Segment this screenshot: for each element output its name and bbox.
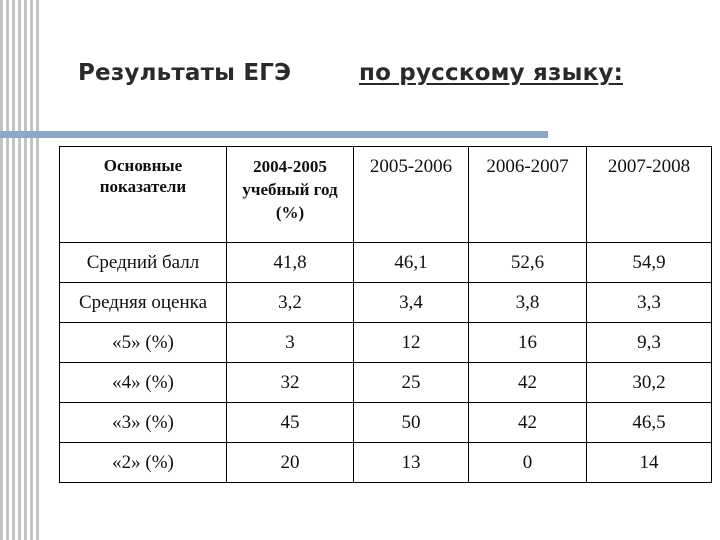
row-label: Средний балл: [59, 242, 227, 283]
row-label: «3» (%): [59, 402, 227, 443]
table-cell: 9,3: [586, 322, 712, 363]
table-row: Средняя оценка 3,2 3,4 3,8 3,3: [59, 282, 712, 323]
table-header-row: Основные показатели 2004-2005 учебный го…: [59, 146, 712, 243]
title-part-2: по русскому языку:: [359, 60, 623, 86]
table-cell: 50: [353, 402, 469, 443]
table-cell: 12: [353, 322, 469, 363]
table-cell: 0: [468, 442, 587, 483]
table-cell: 42: [468, 402, 587, 443]
table-row: «5» (%) 3 12 16 9,3: [59, 322, 712, 363]
table-cell: 20: [226, 442, 354, 483]
table-cell: 42: [468, 362, 587, 403]
table-cell: 32: [226, 362, 354, 403]
table-cell: 3: [226, 322, 354, 363]
table-cell: 3,2: [226, 282, 354, 323]
title-part-1: Результаты ЕГЭ: [78, 60, 292, 86]
slide-title: Результаты ЕГЭ по русскому языку:: [78, 60, 623, 86]
table-cell: 46,5: [586, 402, 712, 443]
results-table: Основные показатели 2004-2005 учебный го…: [59, 146, 712, 483]
table-cell: 16: [468, 322, 587, 363]
header-cell-2004-2005: 2004-2005 учебный год (%): [226, 146, 354, 243]
row-label: «2» (%): [59, 442, 227, 483]
table-cell: 45: [226, 402, 354, 443]
title-divider: [0, 131, 548, 138]
header-cell-2006-2007: 2006-2007: [468, 146, 587, 243]
table-cell: 3,8: [468, 282, 587, 323]
table-row: «2» (%) 20 13 0 14: [59, 442, 712, 483]
table-cell: 54,9: [586, 242, 712, 283]
decorative-stripes: [0, 0, 42, 540]
table-cell: 52,6: [468, 242, 587, 283]
table-cell: 13: [353, 442, 469, 483]
row-label: «4» (%): [59, 362, 227, 403]
table-cell: 30,2: [586, 362, 712, 403]
table-row: Средний балл 41,8 46,1 52,6 54,9: [59, 242, 712, 283]
table-cell: 41,8: [226, 242, 354, 283]
table-cell: 46,1: [353, 242, 469, 283]
row-label: «5» (%): [59, 322, 227, 363]
row-label: Средняя оценка: [59, 282, 227, 323]
table-cell: 3,4: [353, 282, 469, 323]
table-row: «3» (%) 45 50 42 46,5: [59, 402, 712, 443]
table-cell: 3,3: [586, 282, 712, 323]
table-cell: 25: [353, 362, 469, 403]
table-cell: 14: [586, 442, 712, 483]
table-row: «4» (%) 32 25 42 30,2: [59, 362, 712, 403]
header-cell-2005-2006: 2005-2006: [353, 146, 469, 243]
header-cell-indicators: Основные показатели: [59, 146, 227, 243]
header-cell-2007-2008: 2007-2008: [586, 146, 712, 243]
